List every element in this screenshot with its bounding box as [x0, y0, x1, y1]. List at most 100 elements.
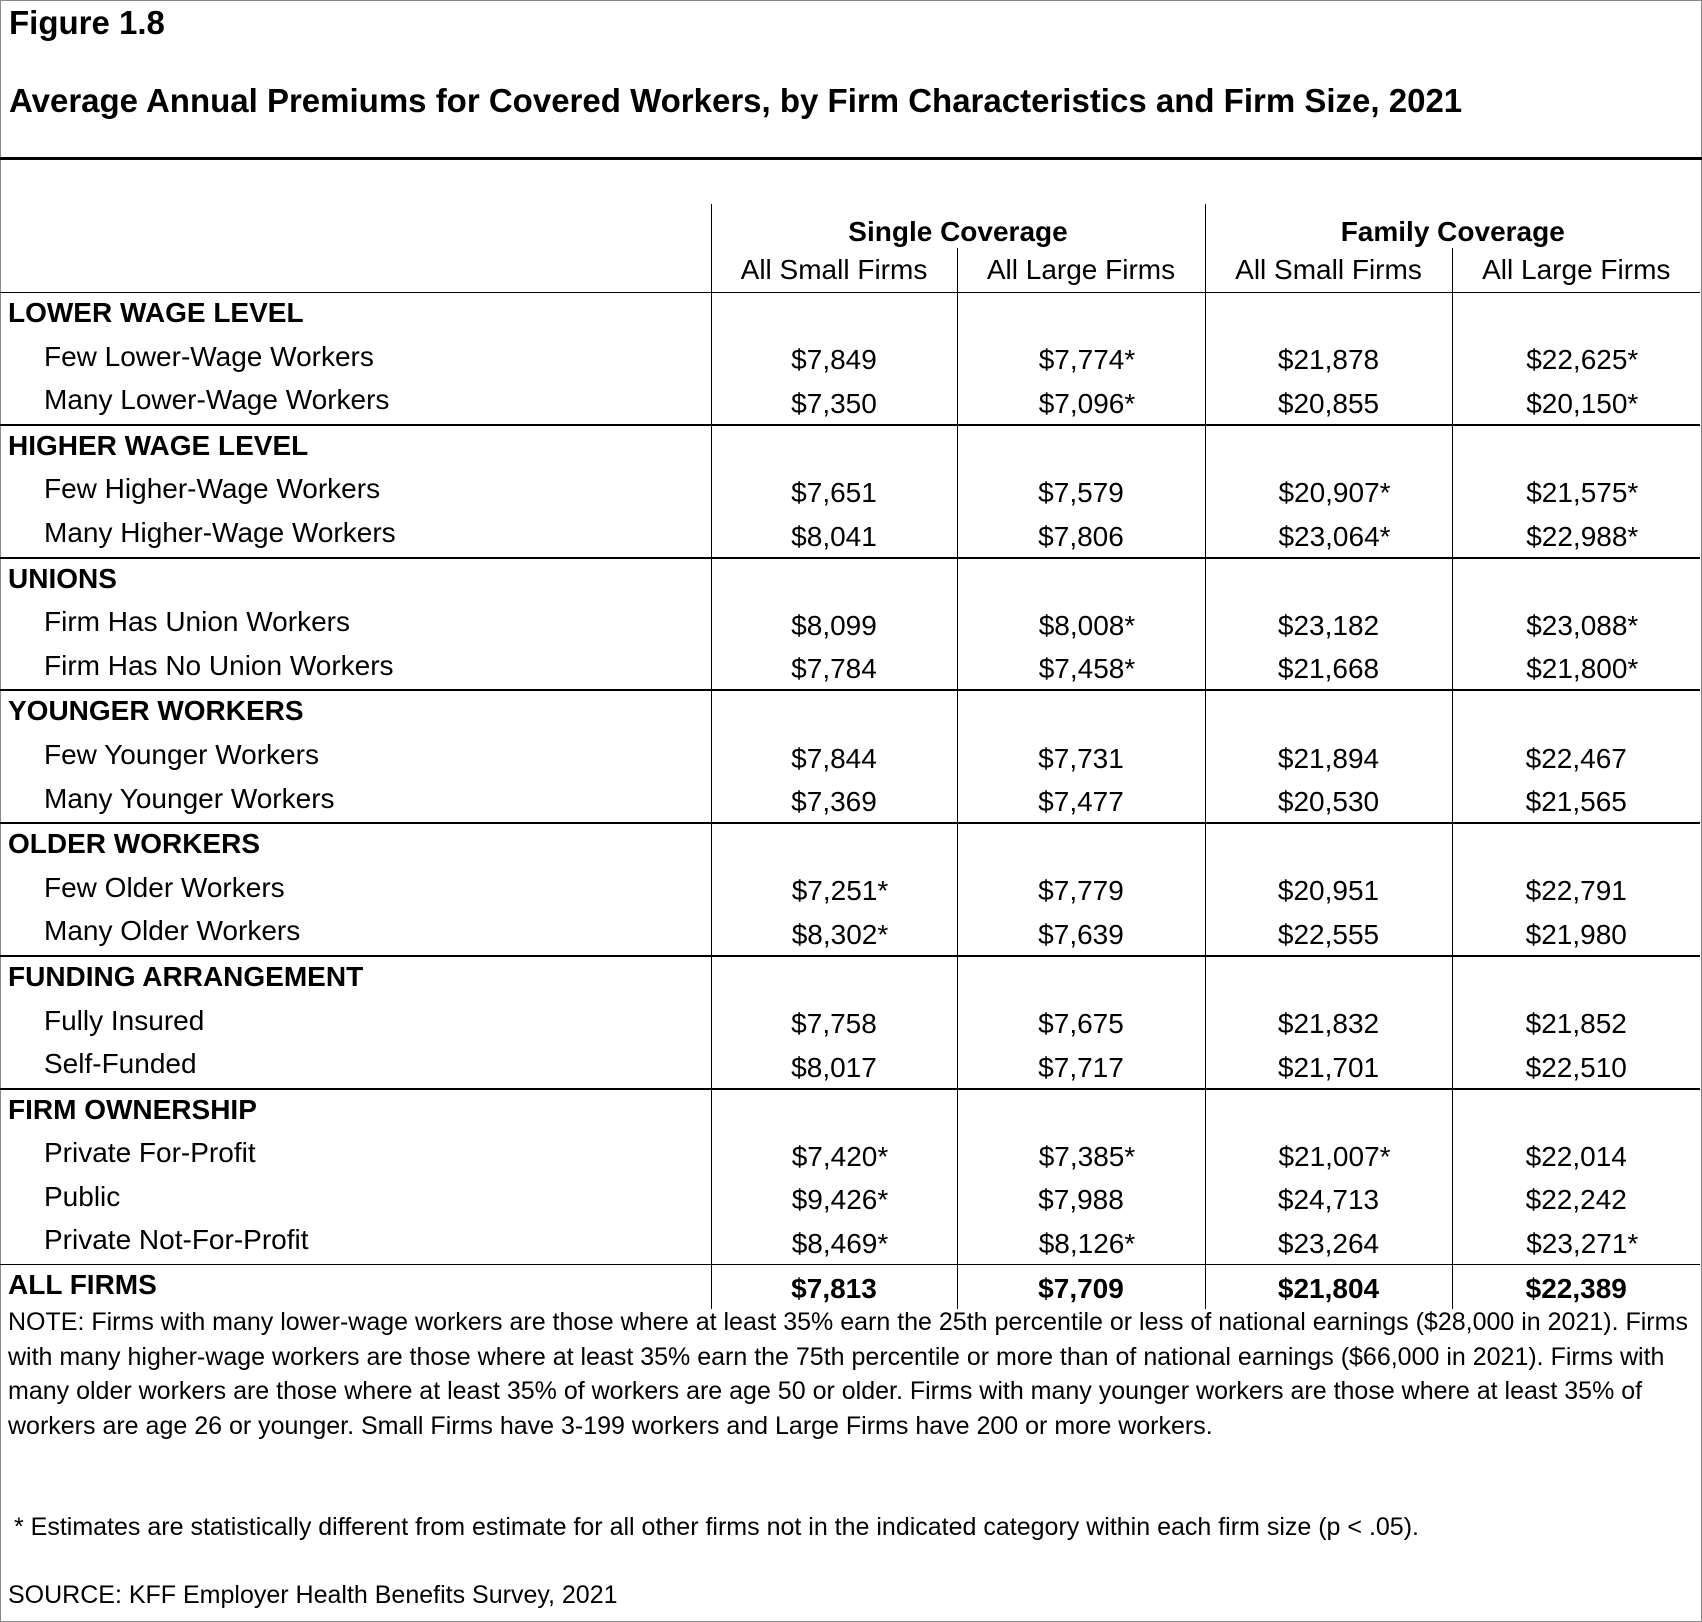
empty-cell — [956, 954, 1205, 1001]
premium-value: $21,832 — [1277, 1008, 1380, 1040]
premium-value: $21,980 — [1525, 918, 1627, 950]
premium-value: $7,717 — [1038, 1051, 1124, 1083]
section-label: FIRM OWNERSHIP — [0, 1087, 711, 1134]
section-label: FUNDING ARRANGEMENT — [0, 954, 711, 1001]
section-header-row: FIRM OWNERSHIP — [0, 1087, 1701, 1134]
table-row: Few Lower-Wage Workers $7,849 $7,774* $21,8… — [0, 336, 1701, 381]
value-cell: $22,389 — [1451, 1264, 1701, 1310]
value-cell: $7,758 — [710, 1000, 957, 1045]
premium-value: $7,096* — [1038, 387, 1136, 419]
premium-value: $7,731 — [1038, 742, 1124, 774]
value-cell: $7,579 — [956, 469, 1205, 513]
premium-value: $22,014 — [1525, 1140, 1627, 1172]
header-family-coverage: Family Coverage — [1204, 204, 1701, 248]
row-label: Few Higher-Wage Workers — [44, 473, 381, 505]
premium-value: $7,477 — [1038, 786, 1124, 818]
value-cell: $7,779 — [956, 867, 1205, 912]
section-header-row: LOWER WAGE LEVEL — [0, 291, 1701, 337]
section-header-row: OLDER WORKERS — [0, 822, 1701, 868]
table-row: Many Higher-Wage Workers $8,041 $7,806 $23,… — [0, 512, 1701, 558]
empty-cell — [710, 423, 957, 470]
value-cell: $22,988* — [1451, 512, 1701, 558]
premium-value: $8,469* — [791, 1228, 889, 1260]
value-cell: $8,302* — [710, 911, 957, 956]
premium-value: $21,575* — [1526, 476, 1639, 508]
premium-value: $21,565 — [1525, 786, 1627, 818]
premium-value: $7,458* — [1038, 653, 1136, 685]
premium-value: $21,878 — [1277, 344, 1380, 376]
premium-value: $7,639 — [1038, 918, 1124, 950]
value-cell: $8,099 — [710, 602, 957, 646]
header-single-small: All Small Firms — [710, 248, 957, 293]
value-cell: $7,675 — [956, 1000, 1205, 1045]
premium-value: $23,264 — [1277, 1228, 1380, 1260]
value-cell: $8,469* — [710, 1220, 957, 1265]
section-label: LOWER WAGE LEVEL — [0, 291, 711, 337]
row-label: Private For-Profit — [44, 1137, 256, 1169]
row-label: Self-Funded — [44, 1048, 197, 1080]
value-cell: $7,251* — [710, 867, 957, 912]
premium-value: $7,779 — [1038, 875, 1124, 907]
total-row: ALL FIRMS $7,813 $7,709 $21,804 $22,389 — [0, 1264, 1701, 1310]
value-cell: $7,774* — [956, 336, 1205, 381]
premiums-table: Single Coverage Family Coverage All Smal… — [0, 204, 1701, 1310]
premium-value: $22,988* — [1526, 520, 1639, 552]
premium-value: $8,126* — [1038, 1228, 1136, 1260]
value-cell: $7,385* — [956, 1133, 1205, 1177]
premium-value: $20,530 — [1277, 786, 1380, 818]
row-label: Private Not-For-Profit — [44, 1224, 309, 1256]
section-label: UNIONS — [0, 556, 711, 603]
value-cell: $7,477 — [956, 778, 1205, 824]
value-cell: $21,804 — [1204, 1264, 1452, 1310]
premium-value: $7,784 — [791, 653, 877, 685]
table-row: Private For-Profit $7,420* $7,385* $21,007*… — [0, 1133, 1701, 1177]
value-cell: $7,458* — [956, 645, 1205, 691]
section-header-row: YOUNGER WORKERS — [0, 689, 1701, 735]
value-cell: $7,350 — [710, 380, 957, 425]
table-row: Many Older Workers $8,302* $7,639 $22,555 $2… — [0, 911, 1701, 956]
empty-cell — [956, 822, 1205, 868]
value-cell: $20,855 — [1204, 380, 1452, 425]
value-cell: $7,849 — [710, 336, 957, 381]
premium-value: $9,426* — [791, 1184, 889, 1216]
value-cell: $7,806 — [956, 512, 1205, 558]
empty-cell — [956, 1087, 1205, 1134]
table-row: Private Not-For-Profit $8,469* $8,126* $23,… — [0, 1220, 1701, 1265]
table-row: Firm Has Union Workers $8,099 $8,008* $23,1… — [0, 602, 1701, 646]
value-cell: $24,713 — [1204, 1176, 1452, 1221]
empty-cell — [1204, 954, 1452, 1001]
value-cell: $7,988 — [956, 1176, 1205, 1221]
value-cell: $20,907* — [1204, 469, 1452, 513]
premium-value: $21,701 — [1277, 1051, 1380, 1083]
header-family-large: All Large Firms — [1451, 248, 1701, 293]
value-cell: $21,800* — [1451, 645, 1701, 691]
header-family-small: All Small Firms — [1204, 248, 1452, 293]
row-label: Many Higher-Wage Workers — [44, 516, 396, 548]
premium-value: $23,182 — [1277, 609, 1380, 641]
title-divider — [0, 157, 1702, 160]
premium-value: $7,385* — [1038, 1140, 1136, 1172]
table-row: Few Higher-Wage Workers $7,651 $7,579 $20,9… — [0, 469, 1701, 513]
value-cell: $22,014 — [1451, 1133, 1701, 1177]
value-cell: $8,041 — [710, 512, 957, 558]
table-row: Self-Funded $8,017 $7,717 $21,701 $22,510 — [0, 1044, 1701, 1089]
header-single-coverage: Single Coverage — [710, 204, 1205, 248]
premium-value: $8,041 — [791, 520, 877, 552]
row-label: Fully Insured — [44, 1004, 205, 1036]
header-single-large: All Large Firms — [956, 248, 1205, 293]
value-cell: $23,182 — [1204, 602, 1452, 646]
premium-value: $22,242 — [1525, 1184, 1627, 1216]
header-blank — [0, 248, 711, 293]
value-cell: $20,150* — [1451, 380, 1701, 425]
value-cell: $7,639 — [956, 911, 1205, 956]
table-row: Many Younger Workers $7,369 $7,477 $20,530 $… — [0, 778, 1701, 824]
premium-value: $7,758 — [791, 1008, 877, 1040]
value-cell: $23,088* — [1451, 602, 1701, 646]
empty-cell — [710, 954, 957, 1001]
value-cell: $7,369 — [710, 778, 957, 824]
value-cell: $8,008* — [956, 602, 1205, 646]
premium-value: $22,555 — [1277, 918, 1380, 950]
empty-cell — [956, 689, 1205, 735]
value-cell: $21,565 — [1451, 778, 1701, 824]
empty-cell — [1204, 556, 1452, 603]
